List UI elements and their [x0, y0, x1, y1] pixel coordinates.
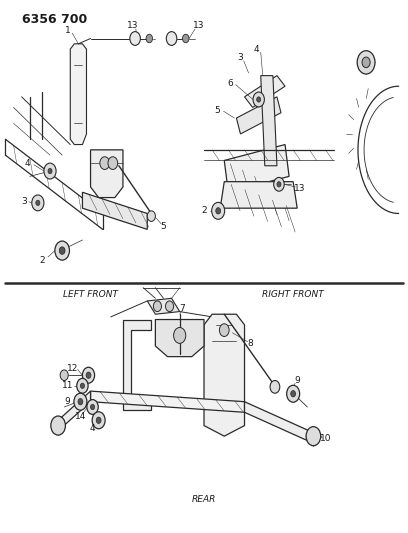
- Circle shape: [59, 247, 65, 254]
- Text: RIGHT FRONT: RIGHT FRONT: [262, 289, 324, 298]
- Circle shape: [147, 211, 155, 221]
- Circle shape: [212, 203, 225, 219]
- Polygon shape: [261, 76, 277, 166]
- Circle shape: [153, 301, 162, 312]
- Circle shape: [216, 208, 221, 214]
- Circle shape: [166, 301, 174, 312]
- Text: 5: 5: [215, 106, 220, 115]
- Circle shape: [51, 416, 65, 435]
- Circle shape: [306, 426, 321, 446]
- Circle shape: [78, 399, 83, 405]
- Circle shape: [277, 182, 281, 187]
- Text: 2: 2: [39, 256, 45, 265]
- Polygon shape: [224, 144, 289, 192]
- Text: 2: 2: [201, 206, 207, 215]
- Polygon shape: [91, 391, 244, 413]
- Circle shape: [362, 57, 370, 68]
- Text: 13: 13: [127, 21, 139, 30]
- Text: 6356 700: 6356 700: [22, 13, 87, 27]
- Text: 5: 5: [161, 222, 166, 231]
- Circle shape: [257, 97, 261, 102]
- Circle shape: [108, 157, 118, 169]
- Text: 3: 3: [21, 197, 27, 206]
- Circle shape: [253, 92, 264, 107]
- Text: 4: 4: [254, 45, 259, 54]
- Text: 4: 4: [25, 159, 31, 167]
- Circle shape: [48, 168, 52, 174]
- Polygon shape: [70, 44, 86, 144]
- Circle shape: [287, 385, 299, 402]
- Text: 6: 6: [228, 79, 233, 88]
- Text: 13: 13: [193, 21, 204, 30]
- Text: 9: 9: [294, 376, 300, 385]
- Text: 10: 10: [320, 434, 331, 443]
- Circle shape: [146, 34, 153, 43]
- Circle shape: [92, 412, 105, 429]
- Polygon shape: [91, 150, 123, 198]
- Circle shape: [130, 31, 140, 45]
- Text: 13: 13: [294, 183, 306, 192]
- Circle shape: [220, 324, 229, 336]
- Circle shape: [36, 200, 40, 206]
- Text: 11: 11: [62, 381, 73, 390]
- Polygon shape: [204, 314, 244, 436]
- Polygon shape: [220, 182, 297, 208]
- Text: 8: 8: [248, 339, 253, 348]
- Polygon shape: [82, 192, 147, 229]
- Circle shape: [182, 34, 189, 43]
- Polygon shape: [123, 319, 151, 410]
- Text: 7: 7: [179, 304, 184, 313]
- Circle shape: [91, 405, 95, 410]
- Circle shape: [32, 195, 44, 211]
- Polygon shape: [244, 76, 285, 108]
- Text: 14: 14: [75, 411, 86, 421]
- Circle shape: [174, 327, 186, 343]
- Circle shape: [77, 378, 88, 393]
- Circle shape: [270, 381, 280, 393]
- Text: REAR: REAR: [192, 495, 216, 504]
- Text: LEFT FRONT: LEFT FRONT: [63, 289, 118, 298]
- Circle shape: [100, 157, 110, 169]
- Circle shape: [357, 51, 375, 74]
- Text: 9: 9: [64, 397, 70, 406]
- Text: 12: 12: [67, 364, 79, 373]
- Circle shape: [44, 163, 56, 179]
- Circle shape: [60, 370, 68, 381]
- Circle shape: [80, 383, 84, 389]
- Polygon shape: [147, 298, 180, 314]
- Circle shape: [74, 393, 87, 410]
- Text: 1: 1: [65, 26, 71, 35]
- Polygon shape: [58, 391, 91, 431]
- Circle shape: [86, 372, 91, 378]
- Circle shape: [87, 400, 98, 415]
- Polygon shape: [236, 97, 281, 134]
- Circle shape: [96, 417, 101, 423]
- Text: 4: 4: [90, 424, 95, 433]
- Circle shape: [55, 241, 69, 260]
- Circle shape: [274, 177, 284, 191]
- Polygon shape: [155, 319, 204, 357]
- Circle shape: [291, 391, 295, 397]
- Text: 3: 3: [237, 53, 242, 62]
- Circle shape: [166, 31, 177, 45]
- Circle shape: [82, 367, 95, 383]
- Polygon shape: [244, 402, 309, 441]
